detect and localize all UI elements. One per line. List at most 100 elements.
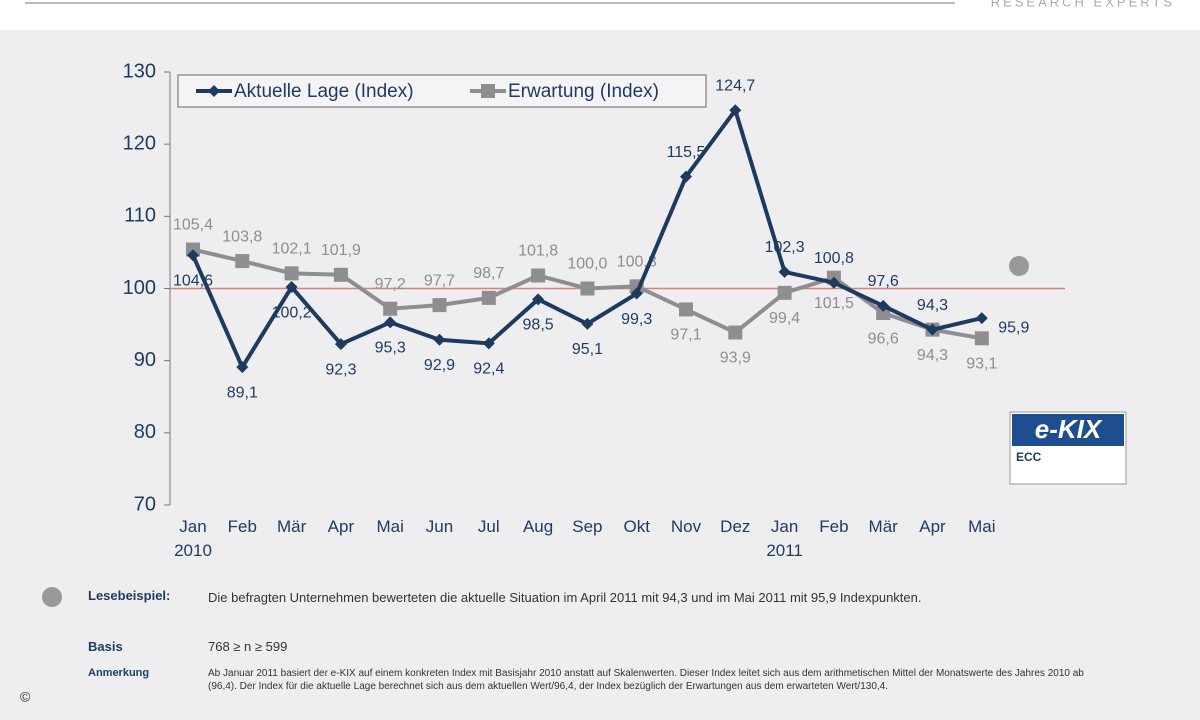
y-tick-label: 130 — [123, 60, 156, 82]
x-tick-label: Mai — [376, 517, 403, 536]
logo-title: e-KIX — [1035, 414, 1103, 444]
x-tick-line: 2011 — [766, 541, 803, 560]
value-label: 95,9 — [998, 319, 1029, 336]
value-label: 98,5 — [523, 317, 554, 334]
marker — [679, 302, 693, 317]
marker — [432, 298, 447, 313]
value-label: 97,2 — [375, 276, 406, 293]
marker — [975, 312, 988, 325]
legend-box — [177, 74, 707, 108]
x-tick-line: Mär — [869, 517, 899, 536]
value-label: 92,3 — [325, 361, 356, 378]
x-tick-label: Jun — [426, 517, 453, 536]
marker — [778, 265, 791, 278]
legend-label: Aktuelle Lage (Index) — [234, 81, 414, 102]
x-tick-line: Jan — [179, 517, 206, 536]
x-tick-line: 2010 — [174, 541, 212, 560]
value-label: 101,9 — [321, 242, 361, 259]
legend-item: Erwartung (Index) — [470, 81, 659, 102]
x-tick-label: Feb — [819, 517, 848, 536]
example-text: Die befragten Unternehmen bewerteten die… — [208, 590, 922, 605]
copyright: © — [20, 689, 31, 705]
x-tick-label: Okt — [623, 517, 650, 536]
value-label: 95,3 — [375, 340, 406, 357]
value-label: 101,5 — [814, 295, 854, 312]
logo: e-KIX ECC — [1009, 411, 1127, 485]
value-label: 89,1 — [227, 384, 258, 401]
value-label: 97,1 — [670, 327, 701, 344]
x-tick-label: Dez — [720, 517, 750, 536]
marker — [284, 266, 299, 281]
marker — [531, 268, 546, 283]
x-tick-line: Apr — [919, 517, 946, 536]
marker — [974, 331, 989, 346]
x-tick-line: Apr — [328, 517, 355, 536]
y-tick-label: 70 — [134, 493, 156, 515]
y-tick-label: 110 — [124, 205, 156, 227]
x-tick-line: Feb — [228, 517, 257, 536]
marker — [236, 361, 249, 374]
x-tick-label: Apr — [919, 517, 946, 536]
x-tick-label: Aug — [523, 517, 553, 536]
value-label: 124,7 — [715, 77, 755, 94]
value-label: 97,6 — [868, 273, 899, 290]
value-label: 102,3 — [765, 239, 805, 256]
legend-label: Erwartung (Index) — [508, 81, 659, 102]
basis-text: 768 ≥ n ≥ 599 — [208, 639, 288, 654]
marker — [235, 254, 250, 269]
x-tick-line: Jul — [478, 517, 500, 536]
marker — [481, 290, 496, 305]
value-label: 104,6 — [173, 273, 213, 290]
x-tick-line: Sep — [572, 517, 602, 536]
marker — [729, 104, 742, 117]
x-tick-label: Jul — [478, 517, 500, 536]
y-tick-label: 120 — [123, 132, 156, 154]
value-label: 100,2 — [272, 304, 312, 321]
marker — [383, 301, 398, 316]
x-tick-line: Dez — [720, 517, 750, 536]
x-tick-line: Mai — [968, 517, 995, 536]
value-label: 105,4 — [173, 217, 213, 234]
basis-label: Basis — [88, 639, 123, 654]
legend-item: Aktuelle Lage (Index) — [196, 81, 414, 102]
x-tick-line: Mai — [376, 517, 403, 536]
value-label: 99,3 — [621, 311, 652, 328]
x-tick-line: Jun — [426, 517, 453, 536]
x-tick-line: Aug — [523, 517, 553, 536]
x-tick-label: Jan 2010 — [174, 517, 212, 560]
value-label: 92,4 — [473, 361, 504, 378]
value-label: 94,3 — [917, 347, 948, 364]
value-label: 92,9 — [424, 357, 455, 374]
marker — [532, 293, 545, 306]
x-tick-label: Jan 2011 — [766, 517, 803, 560]
marker — [728, 325, 743, 340]
remark-text: Ab Januar 2011 basiert der e-KIX auf ein… — [208, 668, 1084, 692]
marker — [926, 323, 939, 336]
legend-marker — [208, 85, 220, 97]
value-label: 98,7 — [473, 265, 504, 282]
marker — [285, 281, 298, 294]
marker — [334, 338, 347, 351]
x-tick-line: Feb — [819, 517, 848, 536]
value-label: 96,6 — [868, 330, 899, 347]
value-label: 93,9 — [720, 350, 751, 367]
x-tick-label: Nov — [671, 517, 702, 536]
marker — [187, 249, 199, 262]
x-tick-line: Okt — [623, 517, 650, 536]
value-label: 95,1 — [572, 341, 603, 358]
y-tick-label: 80 — [134, 421, 156, 443]
x-tick-label: Mai — [968, 517, 995, 536]
value-label: 97,7 — [424, 272, 455, 289]
value-label: 99,4 — [769, 310, 800, 327]
value-label: 115,5 — [667, 144, 706, 161]
x-tick-line: Mär — [277, 517, 307, 536]
x-tick-line: Nov — [671, 517, 702, 536]
value-label: 100,8 — [814, 250, 854, 267]
value-label: 94,3 — [917, 297, 948, 314]
marker — [680, 170, 692, 183]
x-tick-label: Apr — [328, 517, 355, 536]
x-tick-label: Feb — [228, 517, 257, 536]
marker — [827, 276, 840, 289]
